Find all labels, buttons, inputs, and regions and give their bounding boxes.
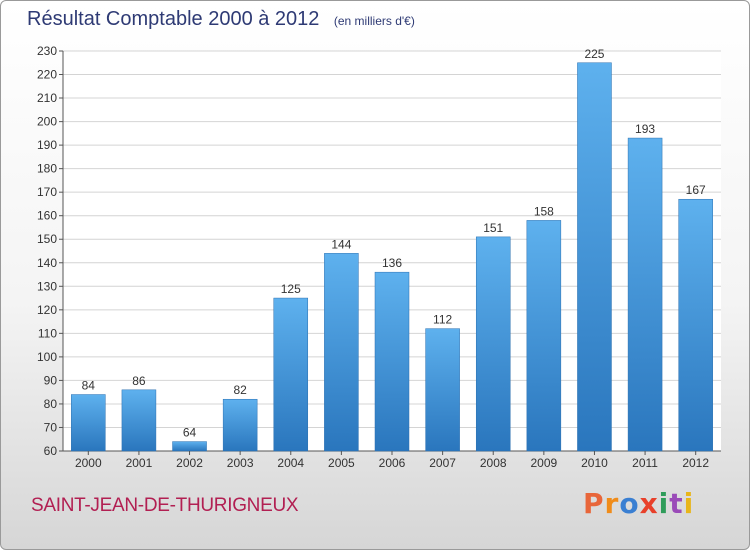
y-tick-label: 230: [37, 44, 57, 58]
y-tick-label: 160: [37, 209, 57, 223]
chart-title: Résultat Comptable 2000 à 2012: [27, 8, 320, 30]
x-tick-label: 2008: [480, 456, 507, 470]
chart-title-block: Résultat Comptable 2000 à 2012 (en milli…: [27, 8, 415, 31]
y-tick-label: 90: [44, 373, 58, 387]
bar-value-label: 225: [584, 47, 604, 61]
y-tick-label: 140: [37, 256, 57, 270]
y-tick-label: 60: [44, 444, 58, 458]
bar: [678, 198, 713, 452]
logo-letter: P: [583, 487, 605, 520]
bar: [526, 220, 562, 452]
logo-letter: i: [658, 487, 670, 520]
x-tick-label: 2006: [379, 456, 406, 470]
bar: [425, 328, 460, 452]
chart-unit: (en milliers d'€): [333, 14, 415, 28]
bar-value-label: 112: [433, 313, 452, 327]
logo-letter: t: [669, 487, 684, 520]
y-tick-label: 210: [37, 91, 57, 105]
bar: [222, 398, 258, 452]
logo-letter: x: [639, 487, 659, 520]
y-tick-label: 130: [37, 279, 57, 293]
logo-letter: r: [604, 487, 620, 520]
bar: [324, 253, 359, 452]
bar: [172, 441, 207, 452]
bar-value-label: 84: [82, 379, 96, 393]
y-tick-label: 190: [37, 138, 57, 152]
x-tick-label: 2002: [176, 456, 203, 470]
bar-value-label: 64: [183, 426, 197, 440]
y-tick-label: 200: [37, 115, 57, 129]
logo-letter: o: [619, 487, 640, 520]
bar: [121, 389, 157, 452]
bar: [627, 137, 663, 452]
x-tick-label: 2012: [682, 456, 709, 470]
x-tick-label: 2009: [530, 456, 557, 470]
x-tick-label: 2000: [75, 456, 102, 470]
y-tick-label: 110: [38, 326, 57, 340]
x-tick-label: 2003: [227, 456, 254, 470]
y-tick-label: 180: [37, 162, 57, 176]
bar: [71, 394, 106, 452]
bar-value-label: 167: [686, 183, 706, 197]
logo-letter: i: [683, 487, 695, 520]
y-tick-label: 100: [37, 350, 57, 364]
bar-value-label: 144: [331, 237, 351, 251]
bar-value-label: 86: [132, 374, 146, 388]
x-tick-label: 2005: [328, 456, 355, 470]
x-tick-label: 2004: [277, 456, 304, 470]
bar-value-label: 82: [233, 383, 247, 397]
x-tick-label: 2010: [581, 456, 608, 470]
bar: [475, 236, 511, 452]
y-tick-label: 120: [37, 303, 57, 317]
proxiti-logo: Proxiti: [583, 487, 694, 520]
y-tick-label: 170: [37, 185, 57, 199]
y-tick-label: 70: [44, 420, 58, 434]
y-tick-label: 150: [37, 232, 57, 246]
y-tick-label: 220: [37, 68, 57, 82]
bar-value-label: 151: [483, 221, 503, 235]
bar-value-label: 193: [635, 122, 655, 136]
y-tick-label: 80: [44, 397, 58, 411]
commune-name: SAINT-JEAN-DE-THURIGNEUX: [31, 495, 299, 516]
x-tick-label: 2007: [429, 456, 456, 470]
bar: [577, 62, 612, 452]
x-tick-label: 2001: [126, 456, 153, 470]
bar-value-label: 136: [382, 256, 402, 270]
bar-value-label: 125: [281, 282, 301, 296]
bar-value-label: 158: [534, 204, 554, 218]
bar: [273, 297, 309, 452]
x-tick-label: 2011: [632, 456, 658, 470]
bar: [374, 271, 410, 452]
